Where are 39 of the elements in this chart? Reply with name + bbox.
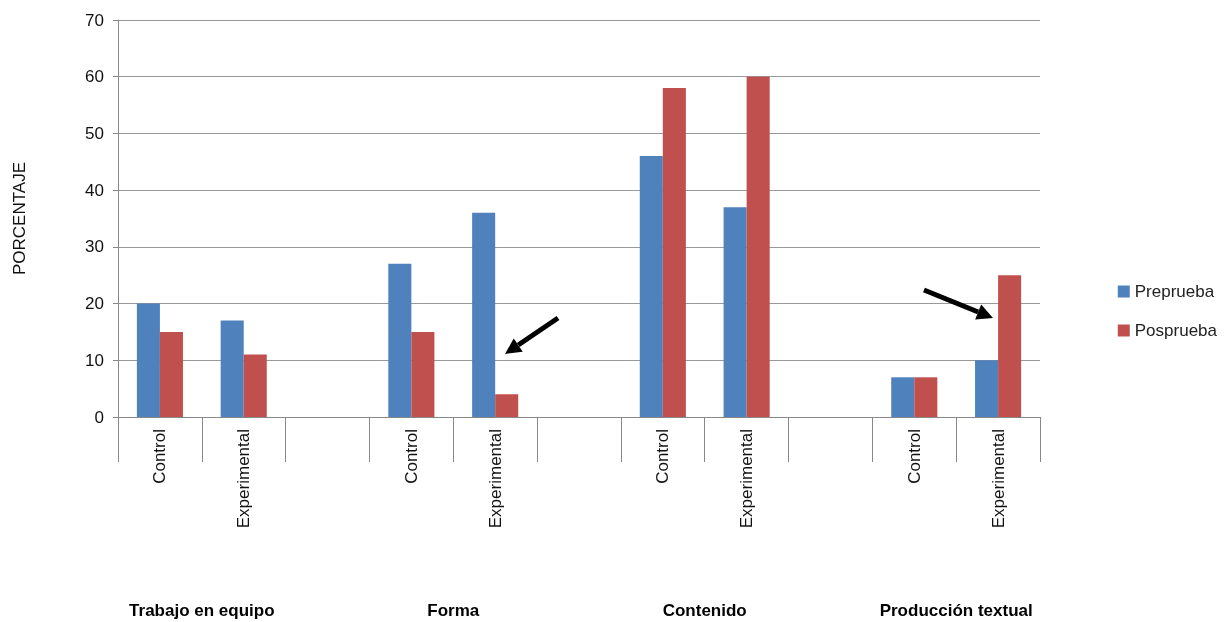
x-tick-label: Control bbox=[653, 429, 673, 484]
y-tick-label: 40 bbox=[85, 180, 104, 200]
bar bbox=[998, 275, 1022, 417]
y-axis-title: PORCENTAJE bbox=[10, 161, 29, 276]
bar bbox=[495, 394, 519, 417]
bar bbox=[662, 88, 686, 417]
bar bbox=[243, 354, 267, 417]
legend-label: Preprueba bbox=[1134, 282, 1215, 301]
x-tick-label: Control bbox=[150, 429, 170, 484]
x-tick-label: Experimental bbox=[485, 429, 505, 529]
y-tick-label: 0 bbox=[94, 407, 104, 427]
y-tick-label: 10 bbox=[85, 350, 104, 370]
bar bbox=[159, 331, 183, 417]
y-tick-label: 60 bbox=[85, 67, 104, 87]
bar bbox=[388, 263, 412, 417]
x-tick-label: Experimental bbox=[737, 429, 757, 529]
bar bbox=[220, 320, 244, 417]
bar bbox=[136, 303, 160, 417]
bar bbox=[891, 377, 915, 417]
y-tick-label: 20 bbox=[85, 294, 104, 314]
y-tick-label: 30 bbox=[85, 237, 104, 257]
text: Producción textual bbox=[879, 600, 1033, 620]
x-tick-label: Experimental bbox=[234, 429, 254, 529]
bar bbox=[914, 377, 938, 417]
x-tick-label: Control bbox=[904, 429, 924, 484]
y-tick-label: 70 bbox=[85, 10, 104, 30]
text: Trabajo en equipo bbox=[129, 600, 275, 620]
bar bbox=[639, 156, 663, 417]
bar bbox=[746, 76, 770, 417]
y-tick-label: 50 bbox=[85, 123, 104, 143]
text: Contenido bbox=[662, 600, 747, 620]
bar bbox=[411, 331, 435, 417]
bar bbox=[975, 360, 999, 417]
x-tick-label: Experimental bbox=[988, 429, 1008, 529]
text: Forma bbox=[427, 600, 480, 620]
x-tick-label: Control bbox=[401, 429, 421, 484]
bar bbox=[723, 207, 747, 417]
bar bbox=[472, 212, 496, 417]
legend-label: Posprueba bbox=[1134, 321, 1218, 340]
